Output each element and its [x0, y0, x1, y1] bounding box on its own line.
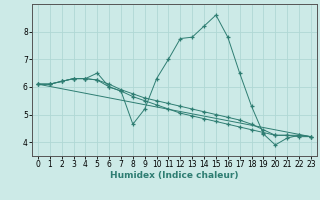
- X-axis label: Humidex (Indice chaleur): Humidex (Indice chaleur): [110, 171, 239, 180]
